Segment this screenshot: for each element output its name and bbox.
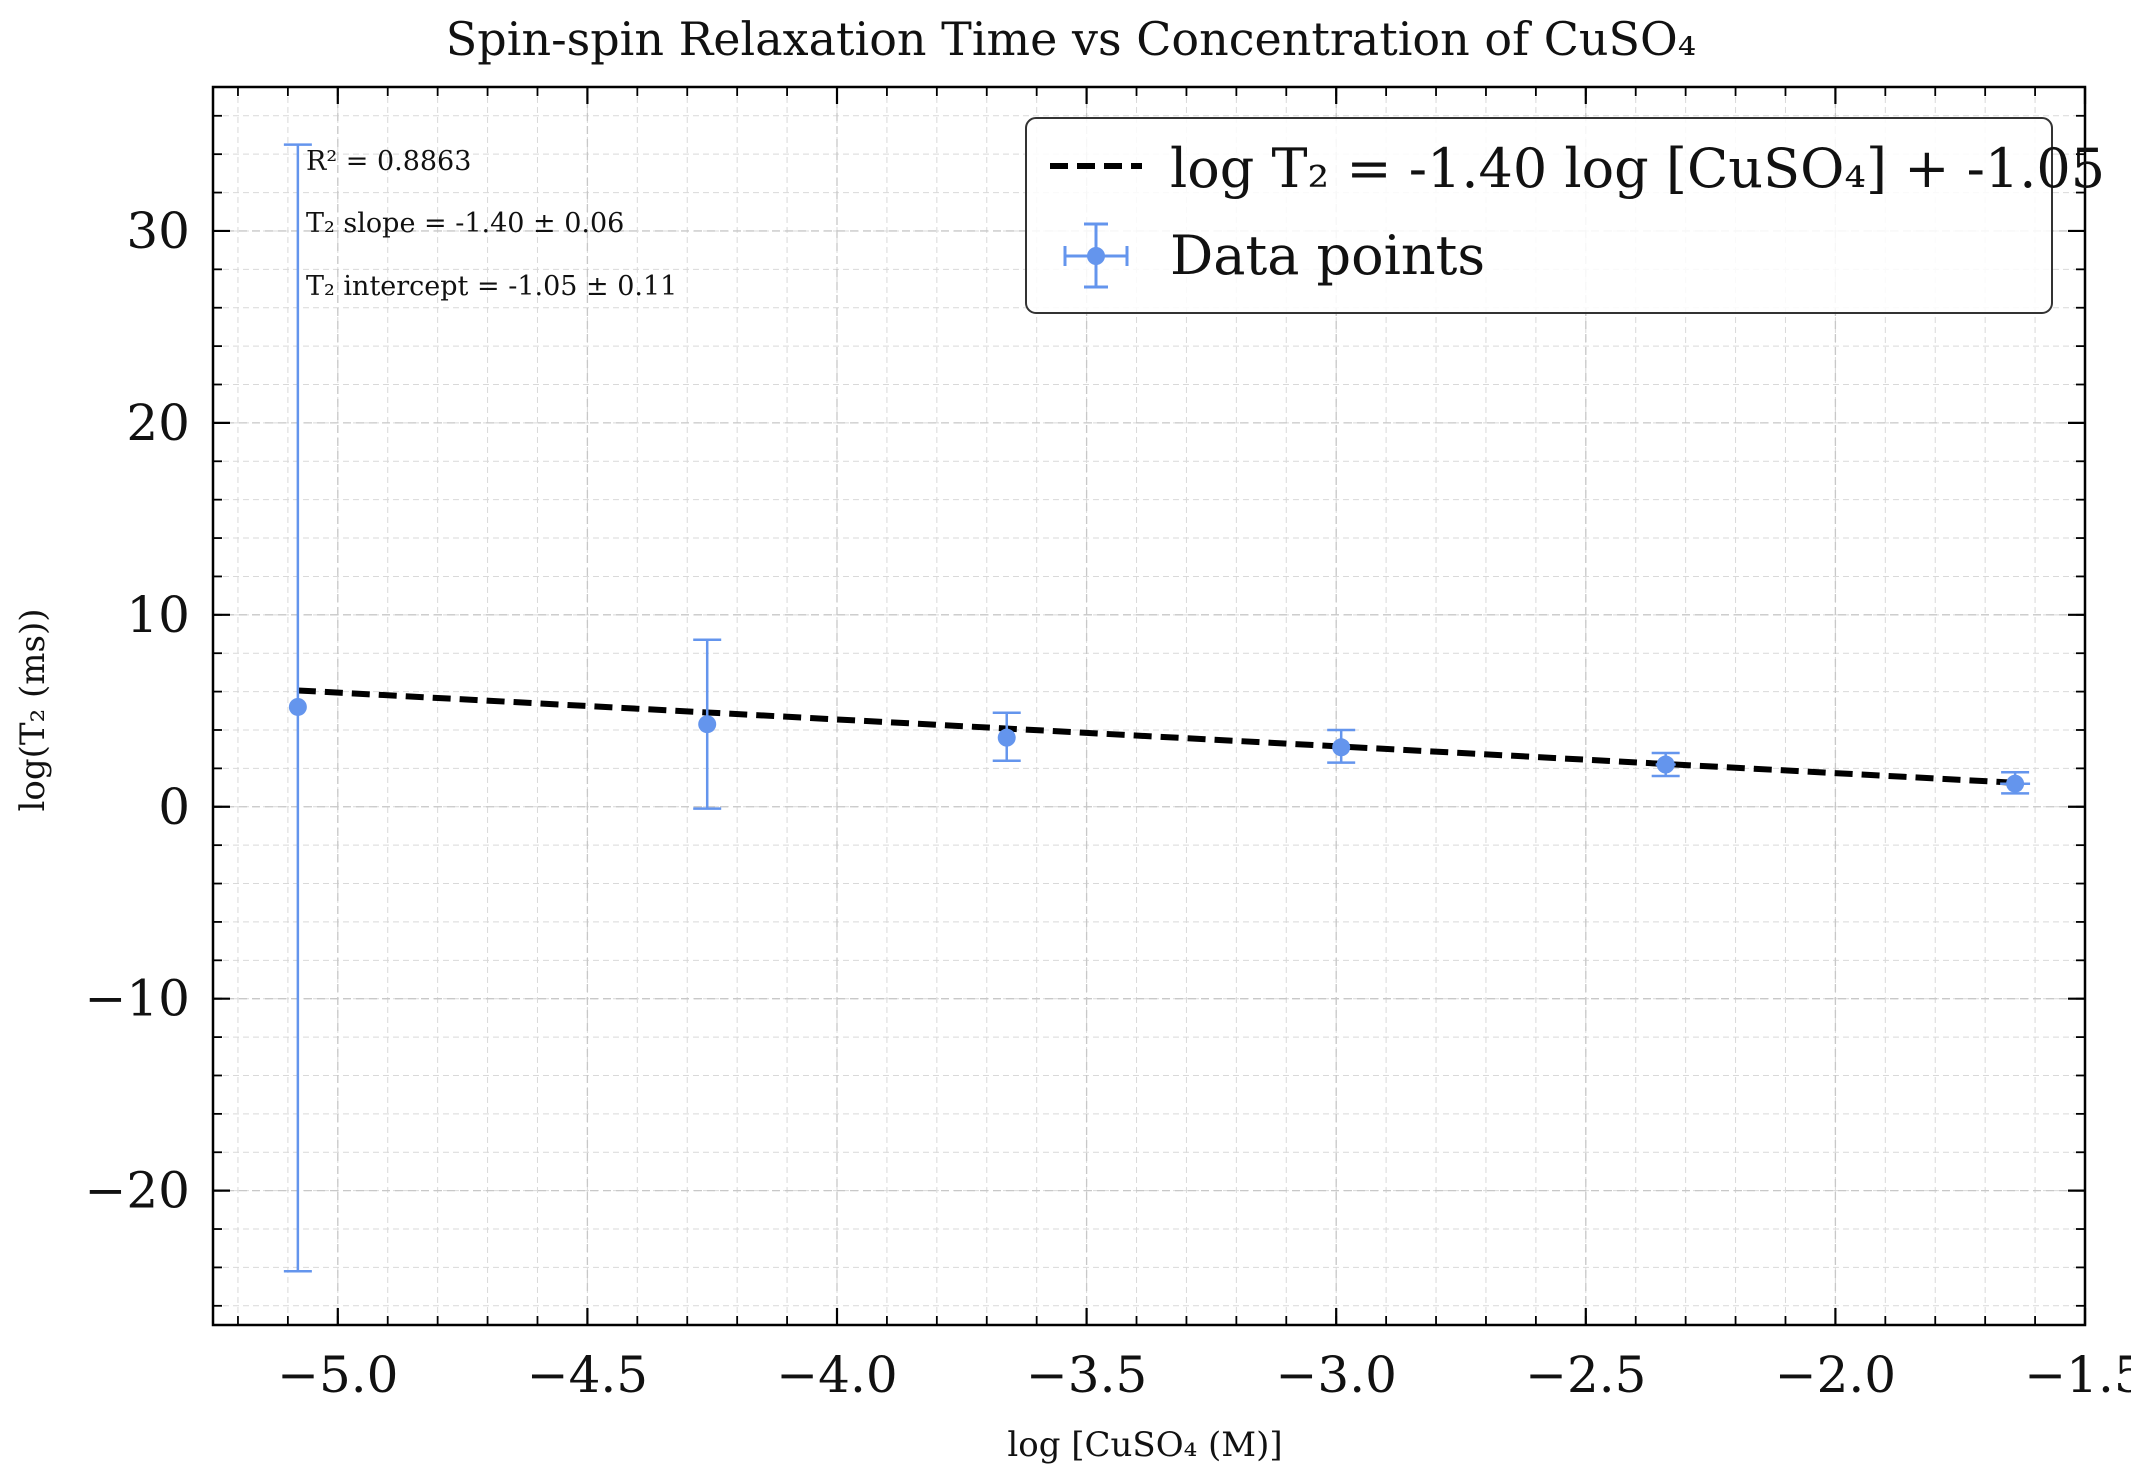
x-axis-label: log [CuSO₄ (M)]	[1007, 1425, 1282, 1465]
data-marker	[997, 728, 1016, 747]
legend: log T₂ = -1.40 log [CuSO₄] + -1.05 Data …	[1025, 117, 2105, 314]
y-tick-label: −20	[84, 1162, 190, 1220]
data-point-6	[2000, 770, 2031, 795]
fit-line	[297, 687, 2016, 786]
y-tick-labels: −20 −10 0 10 20 30	[84, 202, 190, 1220]
data-marker	[2006, 774, 2025, 793]
x-tick-label: −4.0	[776, 1346, 897, 1404]
x-tick-label: −4.5	[527, 1346, 648, 1404]
fit-statistics-annotations: R² = 0.8863 T₂ slope = -1.40 ± 0.06 T₂ i…	[306, 146, 677, 302]
data-point-5	[1651, 751, 1680, 778]
x-tick-label: −2.0	[1775, 1346, 1896, 1404]
x-tick-label: −1.5	[2024, 1346, 2131, 1404]
x-tick-label: −3.5	[1026, 1346, 1147, 1404]
axis-ticks	[213, 87, 2087, 1325]
data-marker	[288, 697, 307, 716]
chart-title: Spin-spin Relaxation Time vs Concentrati…	[446, 12, 1696, 66]
y-tick-label: 10	[126, 586, 190, 644]
data-marker	[1332, 738, 1351, 757]
data-points-layer	[283, 143, 2031, 1273]
legend-box	[1025, 117, 2053, 314]
x-tick-label: −2.5	[1525, 1346, 1646, 1404]
x-tick-labels: −5.0 −4.5 −4.0 −3.5 −3.0 −2.5 −2.0 −1.5	[277, 1346, 2131, 1404]
y-tick-label: 0	[158, 778, 190, 836]
x-tick-label: −3.0	[1275, 1346, 1396, 1404]
fit-line-layer	[297, 687, 2016, 786]
data-point-2	[693, 638, 722, 810]
x-tick-label: −5.0	[277, 1346, 398, 1404]
plot-frame	[211, 85, 2087, 1327]
y-tick-label: 20	[126, 394, 190, 452]
data-marker	[1656, 755, 1675, 774]
legend-data-label: Data points	[1170, 224, 1485, 287]
legend-fit-label: log T₂ = -1.40 log [CuSO₄] + -1.05	[1170, 137, 2105, 200]
data-point-3	[992, 711, 1021, 762]
intercept-annotation: T₂ intercept = -1.05 ± 0.11	[306, 271, 677, 302]
slope-annotation: T₂ slope = -1.40 ± 0.06	[306, 208, 624, 239]
legend-data-swatch	[1063, 222, 1129, 289]
r-squared-annotation: R² = 0.8863	[306, 146, 471, 177]
y-axis-label: log(T₂ (ms))	[13, 609, 53, 812]
data-point-4	[1327, 728, 1356, 764]
y-tick-label: −10	[84, 970, 190, 1028]
data-point-1	[283, 143, 312, 1273]
y-tick-label: 30	[126, 202, 190, 260]
data-marker	[698, 715, 717, 734]
